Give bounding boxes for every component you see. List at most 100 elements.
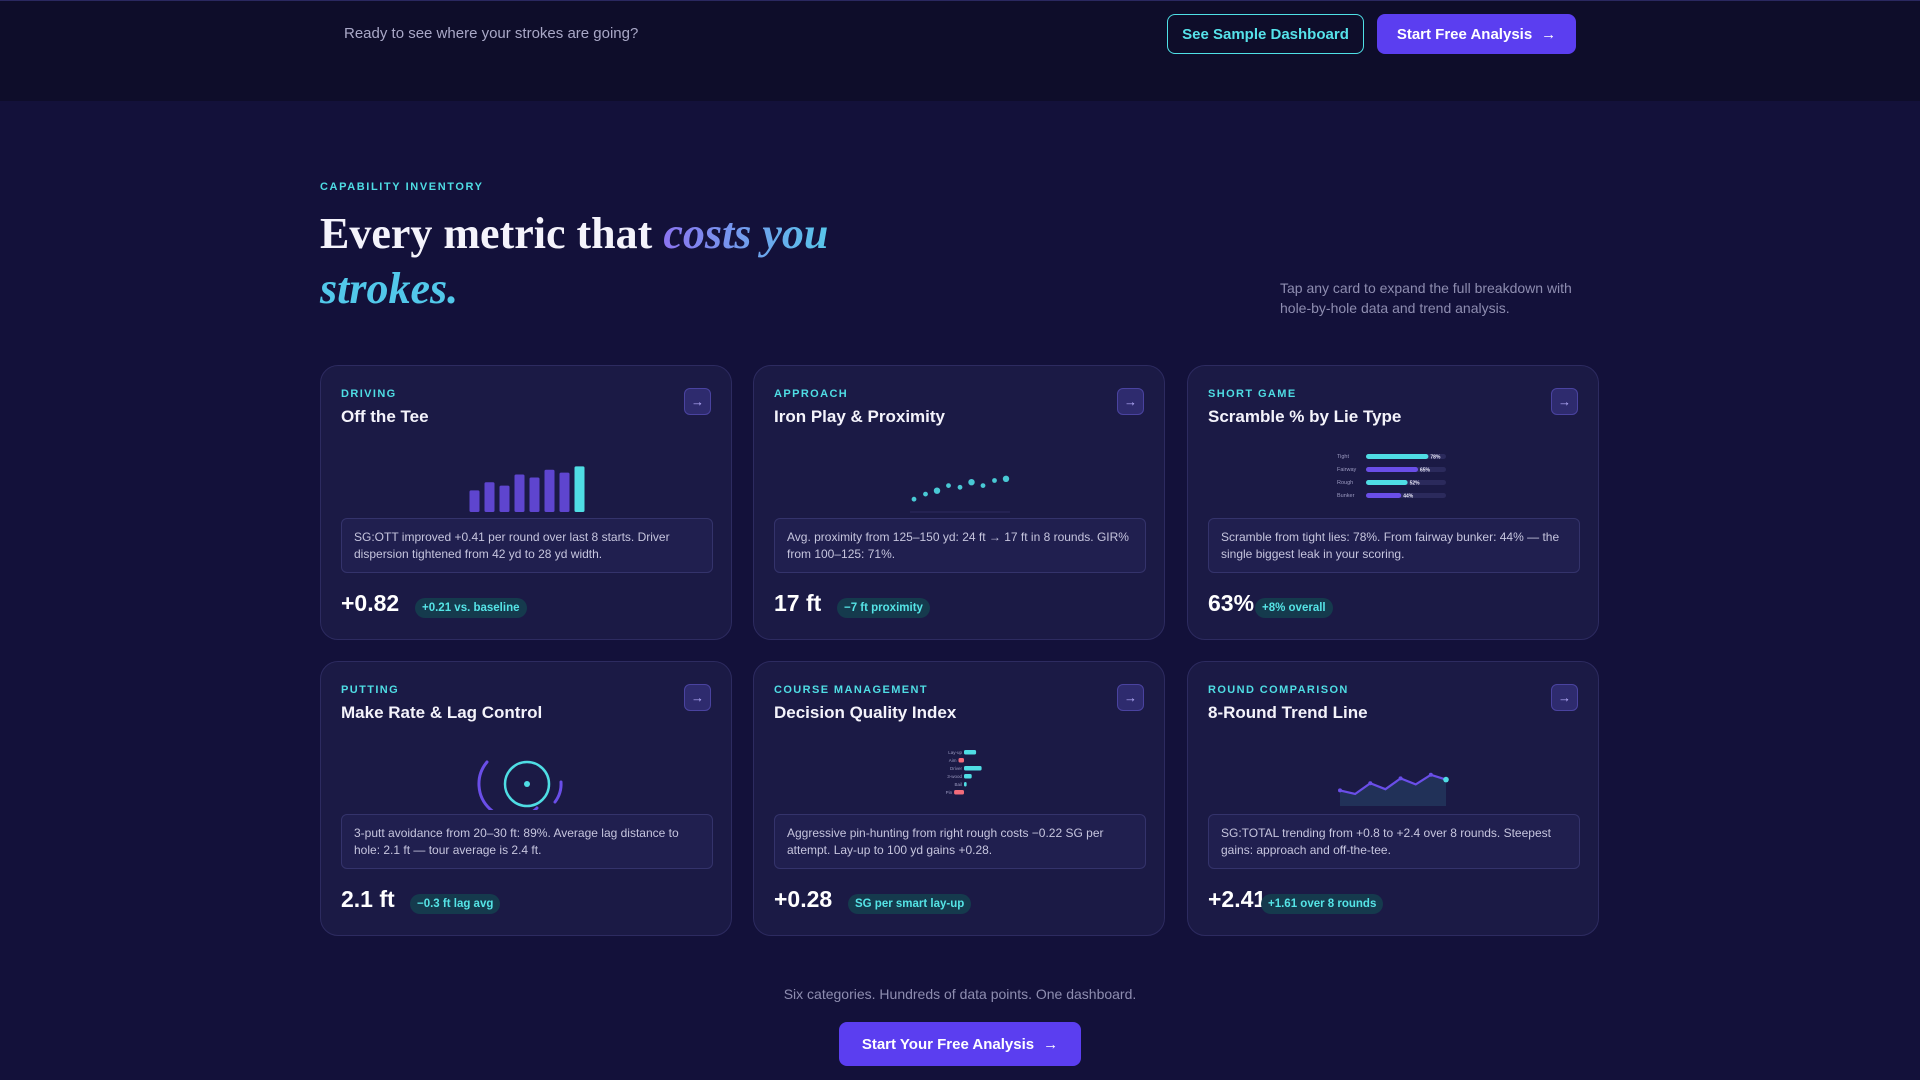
- headline-accent-second: strokes.: [320, 264, 459, 313]
- card-delta-badge: +8% overall: [1255, 598, 1333, 618]
- trend-area: [1340, 774, 1446, 806]
- scramble-lie-label: Rough: [1337, 480, 1353, 486]
- driving-bar: [514, 474, 525, 512]
- card-category: COURSE MANAGEMENT: [774, 684, 928, 696]
- card-course-management[interactable]: COURSE MANAGEMENT Decision Quality Index…: [753, 661, 1165, 936]
- card-putting[interactable]: PUTTING Make Rate & Lag Control → 3-putt…: [320, 661, 732, 936]
- approach-dot: [911, 496, 917, 502]
- start-your-free-analysis-button[interactable]: Start Your Free Analysis →: [839, 1022, 1081, 1066]
- card-delta-badge: +1.61 over 8 rounds: [1261, 894, 1384, 914]
- card-category: APPROACH: [774, 388, 849, 400]
- cta-banner: Ready to see where your strokes are goin…: [0, 0, 1920, 101]
- scramble-lie-label: Tight: [1337, 454, 1349, 460]
- scramble-value-label: 65%: [1420, 468, 1431, 474]
- scramble-bar-chart: Tight 78% Fairway 65% Rough 52% Bunker 44%: [1337, 454, 1446, 500]
- trend-point: [1443, 776, 1449, 783]
- footer-note: Six categories. Hundreds of data points.…: [783, 986, 1137, 1002]
- card-description: 3-putt avoidance from 20–30 ft: 89%. Ave…: [341, 814, 713, 869]
- card-delta-badge: +0.21 vs. baseline: [415, 598, 527, 618]
- scramble-bar: [1366, 493, 1402, 498]
- decision-bar: [964, 782, 967, 787]
- section-headline: Every metric that costs you strokes.: [320, 206, 940, 316]
- approach-dot: [923, 491, 928, 497]
- expand-arrow-icon[interactable]: →: [1551, 684, 1578, 711]
- driving-bar: [484, 482, 495, 512]
- trend-point: [1398, 776, 1403, 781]
- card-title: 8-Round Trend Line: [1208, 703, 1368, 722]
- expand-arrow-icon[interactable]: →: [1117, 388, 1144, 415]
- expand-arrow-icon[interactable]: →: [684, 388, 711, 415]
- decision-label: Pin: [946, 790, 953, 795]
- card-title: Decision Quality Index: [774, 703, 957, 722]
- start-your-free-analysis-label: Start Your Free Analysis: [861, 1035, 1035, 1053]
- card-title: Off the Tee: [341, 407, 429, 426]
- trend-line-chart: [1338, 772, 1449, 806]
- card-title: Scramble % by Lie Type: [1208, 407, 1402, 426]
- arrow-right-icon: →: [1043, 1035, 1059, 1053]
- scramble-bar: [1366, 467, 1418, 472]
- decision-label: Bail: [954, 782, 962, 787]
- card-description: Scramble from tight lies: 78%. From fair…: [1208, 518, 1580, 573]
- expand-arrow-icon[interactable]: →: [1551, 388, 1578, 415]
- decision-bar: [964, 774, 972, 779]
- scramble-bar: [1366, 480, 1408, 485]
- headline-accent: costs you: [663, 209, 829, 258]
- driving-bar: [499, 485, 510, 512]
- card-driving[interactable]: DRIVING Off the Tee → SG:OTT improved +0…: [320, 365, 732, 640]
- driving-bar: [559, 472, 570, 512]
- decision-label: Driver: [950, 766, 963, 771]
- putting-cup: [524, 781, 530, 787]
- trend-point: [1428, 772, 1433, 777]
- driving-bar-chart: [469, 466, 585, 512]
- scramble-lie-label: Bunker: [1337, 493, 1355, 499]
- card-description: Avg. proximity from 125–150 yd: 24 ft → …: [774, 518, 1146, 573]
- section-side-note: Tap any card to expand the full breakdow…: [1280, 280, 1572, 316]
- driving-bar: [529, 477, 540, 512]
- trend-point: [1368, 781, 1373, 786]
- scramble-value-label: 52%: [1410, 481, 1421, 487]
- card-category: PUTTING: [341, 684, 400, 696]
- card-description: SG:OTT improved +0.41 per round over las…: [341, 518, 713, 573]
- trend-point: [1338, 788, 1342, 793]
- scramble-bar: [1366, 454, 1429, 459]
- card-delta-badge: SG per smart lay-up: [848, 894, 972, 914]
- card-category: ROUND COMPARISON: [1208, 684, 1349, 696]
- card-round-comparison[interactable]: ROUND COMPARISON 8-Round Trend Line → SG…: [1187, 661, 1599, 936]
- card-approach[interactable]: APPROACH Iron Play & Proximity → Avg. pr…: [753, 365, 1165, 640]
- decision-label: Aim: [949, 758, 957, 763]
- approach-dot: [980, 483, 986, 488]
- card-metric: 63%: [1208, 590, 1255, 616]
- expand-arrow-icon[interactable]: →: [684, 684, 711, 711]
- putting-arc-outer: [477, 760, 539, 810]
- arrow-right-icon: →: [1541, 25, 1557, 43]
- scramble-value-label: 78%: [1430, 455, 1441, 461]
- expand-arrow-icon[interactable]: →: [1117, 684, 1144, 711]
- banner-prompt: Ready to see where your strokes are goin…: [344, 25, 639, 42]
- decision-label: Lay-up: [948, 750, 962, 755]
- card-short-game[interactable]: SHORT GAME Scramble % by Lie Type → Tigh…: [1187, 365, 1599, 640]
- card-title: Make Rate & Lag Control: [341, 703, 543, 722]
- card-title: Iron Play & Proximity: [774, 407, 945, 426]
- driving-bar: [574, 466, 585, 512]
- see-sample-dashboard-button[interactable]: See Sample Dashboard: [1167, 14, 1364, 54]
- start-free-analysis-button[interactable]: Start Free Analysis →: [1377, 14, 1576, 54]
- approach-dot: [946, 483, 951, 488]
- card-delta-badge: −7 ft proximity: [837, 598, 930, 618]
- trend-line: [1339, 773, 1447, 796]
- driving-bar: [469, 490, 480, 512]
- approach-dot: [933, 487, 941, 494]
- approach-dot: [957, 484, 963, 490]
- decision-bar: [954, 790, 964, 795]
- headline-plain: Every metric that: [320, 209, 664, 258]
- start-free-analysis-label: Start Free Analysis: [1396, 25, 1533, 43]
- decision-bar: [964, 750, 977, 755]
- card-category: DRIVING: [341, 388, 397, 400]
- approach-dot: [992, 478, 997, 483]
- putting-arc-right: [553, 780, 563, 804]
- scramble-lie-label: Fairway: [1337, 467, 1357, 473]
- card-metric: 2.1 ft: [341, 886, 395, 912]
- approach-dot: [1002, 475, 1010, 482]
- driving-bar: [544, 469, 555, 512]
- card-description: Aggressive pin-hunting from right rough …: [774, 814, 1146, 869]
